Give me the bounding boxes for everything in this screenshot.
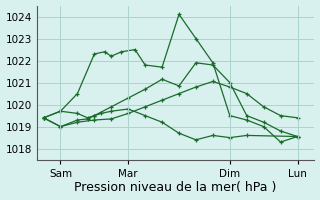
X-axis label: Pression niveau de la mer( hPa ): Pression niveau de la mer( hPa ) [75,181,277,194]
